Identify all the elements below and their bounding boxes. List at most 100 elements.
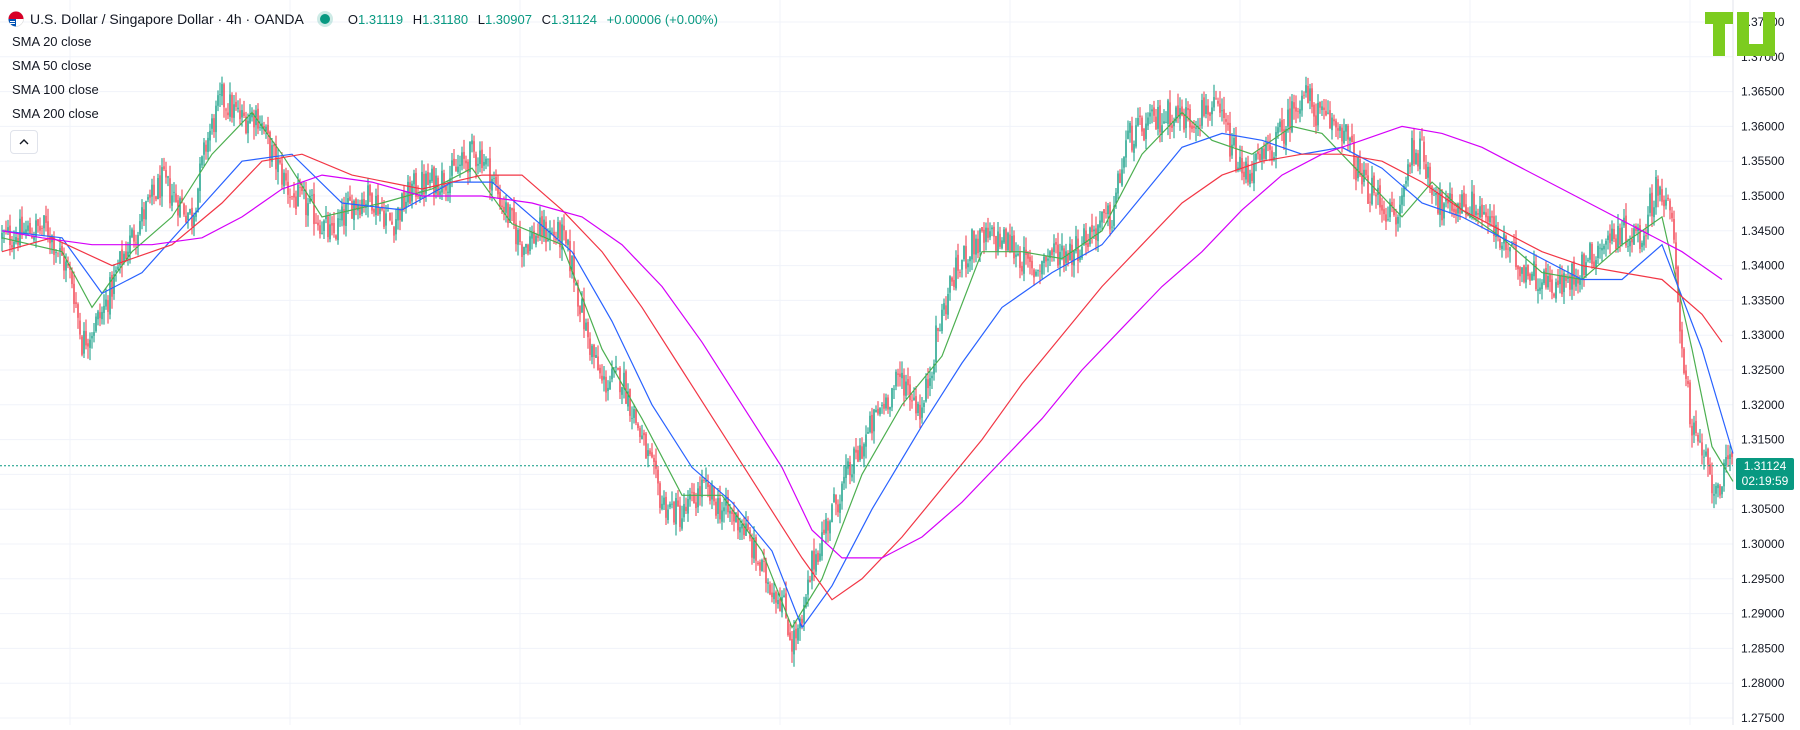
price-axis[interactable]: 1.27500 1.28000 1.28500 1.29000 1.29500 1.300…: [1741, 15, 1785, 725]
candle-body: [1593, 261, 1595, 268]
symbol-row[interactable]: U.S. Dollar / Singapore Dollar · 4h · OA…: [8, 8, 718, 30]
collapse-legend-button[interactable]: [10, 130, 38, 154]
candle-body: [445, 185, 447, 191]
candle-body: [803, 604, 805, 623]
candle-body: [631, 418, 633, 419]
candle-body: [201, 156, 203, 166]
candle-body: [1617, 226, 1619, 248]
candle-body: [297, 184, 299, 207]
candle-body: [289, 196, 291, 198]
candle-body: [1625, 215, 1627, 246]
candle-body: [339, 218, 341, 220]
candle-body: [1075, 236, 1077, 252]
candle-body: [851, 474, 853, 478]
candle-body: [391, 221, 393, 225]
candle-body: [653, 458, 655, 463]
candle-body: [1007, 233, 1009, 251]
candle-body: [1719, 485, 1721, 496]
candle-body: [1607, 235, 1609, 241]
candle-body: [75, 302, 77, 305]
candle-body: [1235, 136, 1237, 172]
candle-body: [367, 185, 369, 206]
candle-body: [877, 408, 879, 414]
candle-body: [831, 504, 833, 523]
indicator-sma-20[interactable]: SMA 20 close: [12, 34, 92, 49]
candle-body: [511, 207, 513, 211]
candle-body: [1627, 246, 1629, 248]
candle-body: [395, 219, 397, 235]
candle-body: [1275, 132, 1277, 157]
candle-body: [159, 175, 161, 199]
candle-body: [693, 491, 695, 504]
candle-body: [761, 559, 763, 572]
candle-body: [405, 201, 407, 209]
candle-body: [53, 236, 55, 255]
candle-body: [1191, 125, 1193, 129]
candle-body: [1517, 265, 1519, 270]
candle-body: [21, 216, 23, 236]
candle-body: [303, 189, 305, 191]
candle-body: [285, 173, 287, 181]
candle-body: [647, 450, 649, 457]
candle-body: [1263, 148, 1265, 159]
candle-body: [219, 94, 221, 95]
candle-body: [503, 206, 505, 213]
candle-body: [1431, 185, 1433, 195]
candle-body: [1221, 110, 1223, 112]
indicator-sma-100[interactable]: SMA 100 close: [12, 82, 99, 97]
candle-body: [371, 193, 373, 211]
candle-body: [1429, 166, 1431, 188]
candle-body: [1475, 211, 1477, 216]
candle-body: [49, 235, 51, 244]
candle-body: [1541, 282, 1543, 290]
candle-body: [1093, 229, 1095, 232]
candle-body: [567, 239, 569, 245]
candle-body: [1287, 109, 1289, 127]
candle-body: [1439, 189, 1441, 215]
candle-body: [1519, 266, 1521, 277]
candle-body: [1677, 266, 1679, 302]
candle-body: [865, 434, 867, 447]
candle-body: [609, 381, 611, 390]
candle-body: [263, 125, 265, 131]
y-tick-label: 1.35000: [1741, 189, 1785, 203]
candle-body: [1599, 247, 1601, 249]
candle-body: [41, 228, 43, 229]
market-status-dot-icon: [319, 14, 330, 24]
candle-body: [573, 253, 575, 283]
candle-body: [1389, 202, 1391, 218]
candle-body: [1597, 245, 1599, 258]
candle-body: [879, 408, 881, 415]
candle-body: [1291, 101, 1293, 132]
candle-body: [1087, 242, 1089, 248]
candle-body: [507, 203, 509, 224]
y-tick-label: 1.31500: [1741, 433, 1785, 447]
candle-body: [527, 244, 529, 254]
candle-body: [411, 183, 413, 202]
candle-body: [1499, 238, 1501, 248]
candle-body: [483, 161, 485, 166]
indicator-sma-200[interactable]: SMA 200 close: [12, 106, 99, 121]
candle-body: [259, 126, 261, 128]
candle-body: [985, 227, 987, 242]
candle-body: [1557, 280, 1559, 285]
candle-body: [939, 330, 941, 332]
candle-body: [1583, 254, 1585, 276]
candle-body: [1381, 204, 1383, 211]
candle-body: [995, 236, 997, 251]
candle-body: [1003, 229, 1005, 243]
indicator-sma-50[interactable]: SMA 50 close: [12, 58, 92, 73]
candle-body: [1603, 245, 1605, 250]
candle-body: [913, 397, 915, 401]
candle-body: [97, 311, 99, 320]
candle-body: [1245, 161, 1247, 180]
candle-body: [1399, 204, 1401, 216]
candle-body: [1015, 254, 1017, 257]
candle-body: [597, 356, 599, 371]
candle-body: [525, 243, 527, 248]
candle-body: [1675, 242, 1677, 270]
candle-body: [265, 126, 267, 132]
candle-body: [1125, 140, 1127, 158]
